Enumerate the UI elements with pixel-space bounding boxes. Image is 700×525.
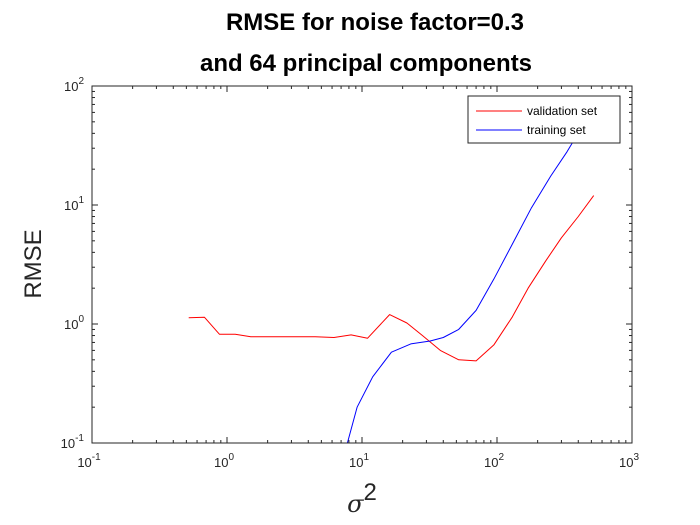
- x-axis-label-exponent: 2: [364, 479, 377, 506]
- x-tick-label: 10-1: [77, 452, 101, 470]
- x-axis-label-base: σ: [347, 490, 364, 518]
- legend-box: [467, 95, 621, 144]
- x-tick-label: 101: [349, 452, 369, 470]
- series-layer: [188, 128, 595, 443]
- chart-title-line-1: RMSE for noise factor=0.3: [226, 9, 524, 36]
- x-tick-label: 102: [484, 452, 504, 470]
- chart-title-line-2: and 64 principal components: [200, 50, 532, 77]
- legend-label-training-set: training set: [527, 123, 586, 137]
- y-axis-label: RMSE: [20, 229, 47, 298]
- x-axis-label: σ2: [347, 479, 377, 518]
- series-line-validation-set: [188, 195, 595, 362]
- plot-background: [92, 86, 632, 443]
- plot-frame: [91, 85, 633, 444]
- y-tick-label: 102: [64, 76, 84, 94]
- plot-area: 10-1 100 101 102 103 10-1 100 101 102: [61, 76, 640, 470]
- legend-label-validation-set: validation set: [527, 104, 598, 118]
- y-tick-label: 10-1: [61, 433, 85, 451]
- x-tick-label: 103: [619, 452, 639, 470]
- series-line-training-set: [346, 128, 582, 443]
- y-tick-label: 100: [64, 314, 84, 332]
- y-tick-label: 101: [64, 195, 84, 213]
- legend: validation set training set: [467, 95, 621, 144]
- x-tick-label: 100: [214, 452, 234, 470]
